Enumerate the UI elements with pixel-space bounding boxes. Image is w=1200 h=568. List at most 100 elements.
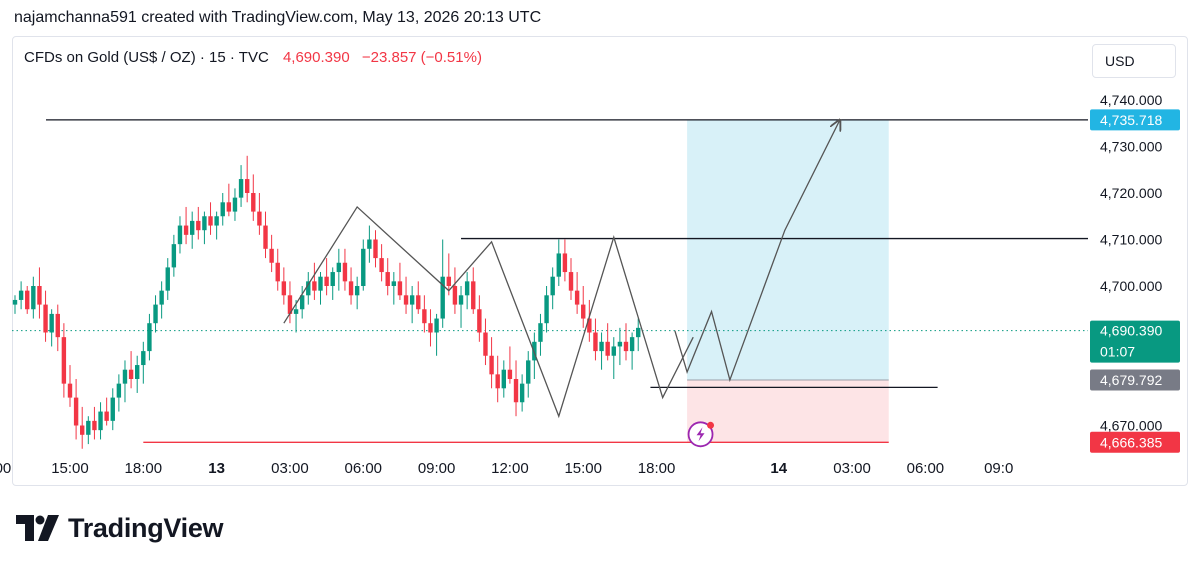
candle-body xyxy=(629,337,635,352)
candle-body xyxy=(67,383,73,398)
candle-body xyxy=(483,332,488,356)
candle-body xyxy=(299,295,305,310)
x-tick-label: 13 xyxy=(208,460,225,477)
candle-body xyxy=(43,304,48,333)
price-chart[interactable]: 4,740.000 4,730.000 4,720.000 4,710.000 4,70… xyxy=(0,0,1200,500)
candle-body xyxy=(568,272,574,291)
candle-body xyxy=(403,295,409,305)
candle-body xyxy=(220,202,225,217)
candle-body xyxy=(189,220,195,235)
last-price-label: 4,690.390 xyxy=(1100,323,1162,339)
candle-body xyxy=(544,295,549,324)
candle-body xyxy=(574,290,580,305)
candle-body xyxy=(318,276,323,291)
candle-body xyxy=(434,318,439,333)
candle-body xyxy=(183,225,189,235)
candle-body xyxy=(348,281,354,296)
candle-body xyxy=(122,369,128,384)
candle-body xyxy=(581,304,586,319)
candle-body xyxy=(49,313,54,333)
candle-body xyxy=(110,397,115,421)
countdown-label: 01:07 xyxy=(1100,344,1135,360)
candle-body xyxy=(12,299,18,305)
y-tick-label: 4,700.000 xyxy=(1100,278,1162,294)
x-tick-label: 09:0 xyxy=(984,460,1013,477)
x-tick-label: 15:00 xyxy=(51,460,89,477)
candle-body xyxy=(440,276,445,319)
candle-body xyxy=(599,341,604,352)
candle-body xyxy=(397,281,403,296)
candle-body xyxy=(18,290,24,300)
x-tick-label: 03:00 xyxy=(271,460,309,477)
y-tick-label: 4,670.000 xyxy=(1100,418,1162,434)
candle-body xyxy=(269,248,274,263)
candle-body xyxy=(623,341,629,352)
candle-body xyxy=(232,197,238,212)
last-price: 4,690.390 xyxy=(282,49,350,66)
profit-zone xyxy=(687,119,889,380)
tradingview-logo-icon xyxy=(16,515,59,541)
candle-body xyxy=(128,369,134,379)
candle-body xyxy=(354,286,360,296)
candle-body xyxy=(636,327,641,338)
candle-body xyxy=(428,323,433,333)
candle-body xyxy=(135,365,140,379)
candle-body xyxy=(244,179,250,193)
candle-body xyxy=(501,369,506,389)
y-tick-label: 4,730.000 xyxy=(1100,139,1162,155)
chart-frame xyxy=(12,36,1188,486)
candle-body xyxy=(611,346,616,356)
candle-body xyxy=(336,262,342,273)
candle-body xyxy=(464,281,470,296)
x-tick-label: 18:00 xyxy=(125,460,163,477)
lightning-bolt xyxy=(696,427,705,442)
candle-body xyxy=(409,295,415,305)
x-tick-label: 18:00 xyxy=(638,460,676,477)
candle-body xyxy=(37,286,42,305)
candle-body xyxy=(587,318,592,333)
candle-body xyxy=(361,248,366,286)
candle-body xyxy=(80,425,85,435)
candle-body xyxy=(538,323,543,342)
candle-body xyxy=(251,193,256,212)
candle-body xyxy=(489,355,494,375)
candle-body xyxy=(214,216,219,226)
candle-body xyxy=(153,304,158,324)
candle-body xyxy=(98,411,103,431)
brand-name: TradingView xyxy=(68,512,224,543)
candle-body xyxy=(507,369,513,379)
y-tick-label: 4,740.000 xyxy=(1100,92,1162,108)
x-tick-label: 06:00 xyxy=(344,460,382,477)
candle-body xyxy=(165,267,170,291)
candle-body xyxy=(477,309,482,333)
candle-body xyxy=(202,216,207,231)
candle-body xyxy=(373,239,378,259)
x-tick-label: 15:00 xyxy=(564,460,602,477)
candle-body xyxy=(330,272,335,286)
candle-body xyxy=(422,309,427,324)
x-tick-label: 03:00 xyxy=(833,460,871,477)
candle-body xyxy=(519,383,525,403)
candle-body xyxy=(513,379,519,403)
candle-body xyxy=(458,295,464,305)
candle-body xyxy=(416,295,421,310)
candle-body xyxy=(25,290,30,310)
candle-body xyxy=(526,360,531,384)
candle-body xyxy=(287,295,293,314)
candle-body xyxy=(342,262,348,282)
candle-body xyxy=(556,253,561,277)
currency-button[interactable]: USD xyxy=(1092,44,1176,78)
symbol-legend[interactable]: CFDs on Gold (US$ / OZ) · 15 · TVC 4,690… xyxy=(24,49,482,66)
y-tick-label: 4,720.000 xyxy=(1100,185,1162,201)
candle-body xyxy=(275,262,280,282)
candle-body xyxy=(171,244,177,268)
candle-body xyxy=(306,281,311,296)
target-price-label-bg xyxy=(1090,109,1180,131)
entry-price-label: 4,679.792 xyxy=(1100,372,1162,388)
candle-body xyxy=(293,309,299,314)
candle-body xyxy=(257,211,262,226)
candle-body xyxy=(281,281,287,296)
candle-body xyxy=(367,239,372,249)
tradingview-logo[interactable]: TradingView xyxy=(16,510,224,546)
candle-body xyxy=(141,351,146,366)
